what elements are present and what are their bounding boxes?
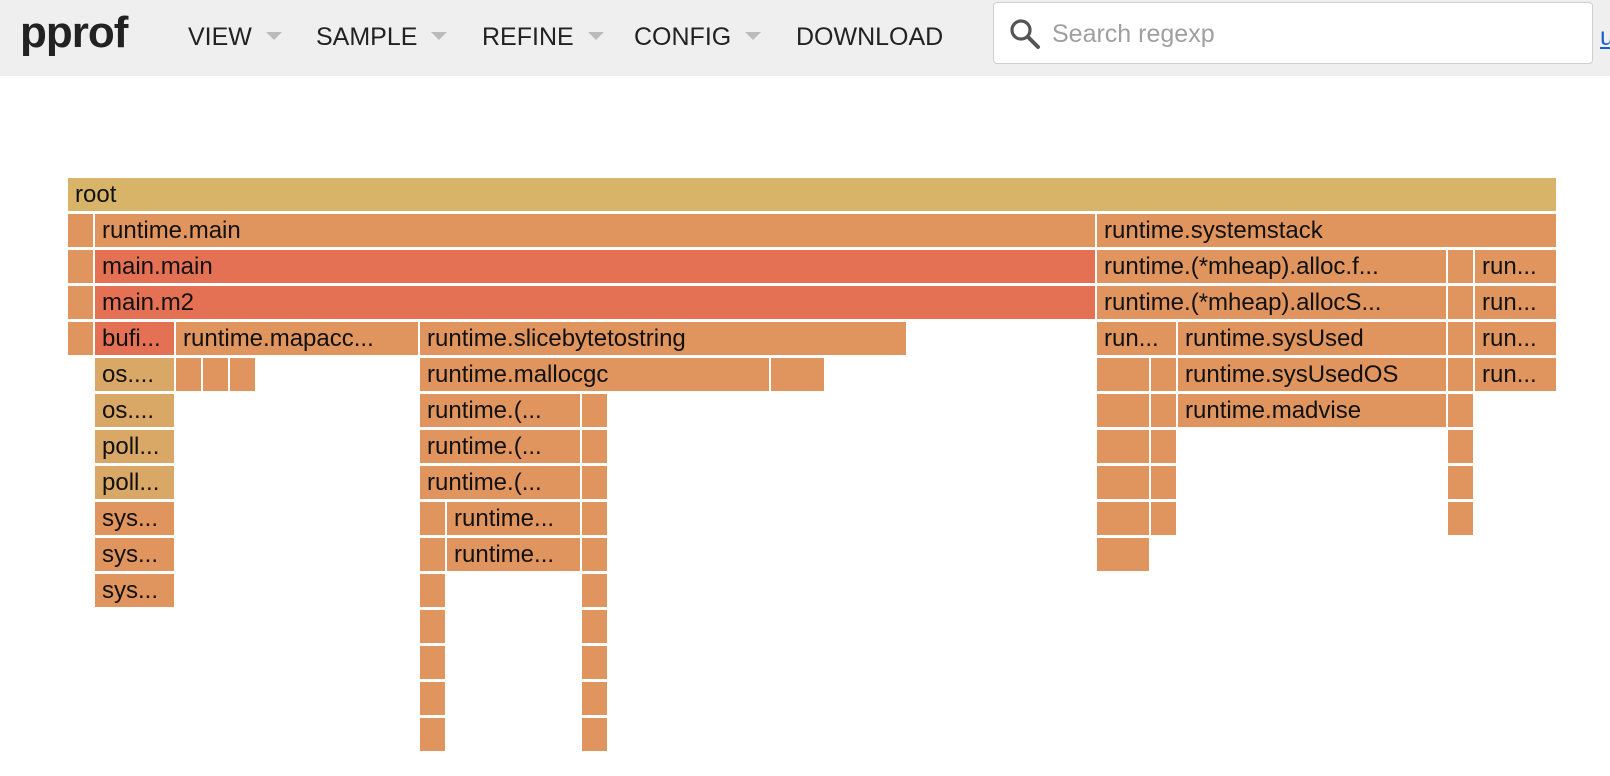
search-box[interactable] (993, 2, 1593, 64)
flame-frame[interactable]: runtime.(*mheap).allocS... (1097, 286, 1448, 321)
flame-frame[interactable]: root (68, 178, 1558, 213)
flame-frame[interactable] (1097, 358, 1151, 393)
flame-frame[interactable]: poll... (95, 430, 176, 465)
menu-sample[interactable]: SAMPLE (316, 20, 448, 54)
flame-frame[interactable]: runtime.main (95, 214, 1097, 249)
flame-frame[interactable] (68, 286, 95, 321)
flame-frame[interactable]: sys... (95, 538, 176, 573)
flame-frame[interactable] (582, 394, 609, 429)
flame-frame[interactable] (1151, 502, 1178, 537)
menu-config-label: CONFIG (634, 23, 732, 51)
flame-frame[interactable]: runtime.(*mheap).alloc.f... (1097, 250, 1448, 285)
flame-frame[interactable] (582, 502, 609, 537)
flame-frame[interactable] (582, 718, 609, 753)
menu-download[interactable]: DOWNLOAD (796, 20, 943, 54)
flame-frame[interactable] (1097, 502, 1151, 537)
flame-frame[interactable]: os.... (95, 394, 176, 429)
flame-frame[interactable] (582, 682, 609, 717)
flame-frame[interactable]: runtime.sysUsed (1178, 322, 1448, 357)
flame-frame[interactable] (420, 646, 447, 681)
flame-frame[interactable] (68, 250, 95, 285)
flame-frame[interactable] (1448, 430, 1475, 465)
menu-view[interactable]: VIEW (188, 20, 282, 54)
flame-frame[interactable] (1151, 358, 1178, 393)
flame-frame[interactable] (1448, 250, 1475, 285)
flame-frame[interactable] (68, 214, 95, 249)
flame-frame[interactable] (1448, 466, 1475, 501)
flame-frame[interactable]: run... (1475, 322, 1558, 357)
flame-frame[interactable] (420, 610, 447, 645)
corner-link[interactable]: u (1600, 23, 1610, 51)
flame-frame[interactable]: run... (1475, 358, 1558, 393)
flame-frame[interactable] (1097, 466, 1151, 501)
flame-frame[interactable] (203, 358, 230, 393)
flame-frame[interactable] (420, 574, 447, 609)
flame-frame[interactable]: sys... (95, 574, 176, 609)
flame-frame[interactable] (582, 466, 609, 501)
flame-frame[interactable]: runtime.mapacc... (176, 322, 420, 357)
flame-frame[interactable] (582, 610, 609, 645)
flame-frame[interactable] (1448, 286, 1475, 321)
flame-frame[interactable] (1448, 358, 1475, 393)
flame-frame[interactable]: run... (1475, 286, 1558, 321)
caret-down-icon (431, 32, 448, 41)
caret-down-icon (587, 32, 604, 41)
menu-sample-label: SAMPLE (316, 23, 418, 51)
flame-frame[interactable]: sys... (95, 502, 176, 537)
flame-frame[interactable] (1448, 322, 1475, 357)
flame-frame[interactable]: main.m2 (95, 286, 1097, 321)
flame-frame[interactable] (582, 574, 609, 609)
flame-frame[interactable]: runtime.sysUsedOS (1178, 358, 1448, 393)
flame-frame[interactable] (1097, 430, 1151, 465)
flame-frame[interactable]: run... (1097, 322, 1178, 357)
flame-frame[interactable] (420, 538, 447, 573)
flame-frame[interactable]: main.main (95, 250, 1097, 285)
menu-config[interactable]: CONFIG (634, 20, 762, 54)
flame-frame[interactable] (420, 718, 447, 753)
flame-frame[interactable]: runtime.mallocgc (420, 358, 771, 393)
flame-frame[interactable]: runtime.(... (420, 466, 582, 501)
menu-view-label: VIEW (188, 23, 252, 51)
caret-down-icon (265, 32, 282, 41)
flame-frame[interactable]: bufi... (95, 322, 176, 357)
flame-frame[interactable] (1448, 394, 1475, 429)
menu-refine[interactable]: REFINE (482, 20, 604, 54)
flame-frame[interactable] (1448, 502, 1475, 537)
flame-frame[interactable] (1097, 538, 1151, 573)
flame-frame[interactable]: runtime... (447, 538, 582, 573)
flame-frame[interactable] (1151, 466, 1178, 501)
flame-frame[interactable]: poll... (95, 466, 176, 501)
flame-frame[interactable] (1097, 394, 1151, 429)
flame-frame[interactable] (1151, 430, 1178, 465)
flame-frame[interactable]: runtime... (447, 502, 582, 537)
flame-frame[interactable]: runtime.(... (420, 430, 582, 465)
top-bar: pprof VIEW SAMPLE REFINE CONFIG DOWNLOAD… (0, 0, 1610, 76)
menu-refine-label: REFINE (482, 23, 574, 51)
flame-frame[interactable]: runtime.(... (420, 394, 582, 429)
flame-frame[interactable]: os.... (95, 358, 176, 393)
flame-frame[interactable]: runtime.systemstack (1097, 214, 1558, 249)
flame-frame[interactable] (68, 322, 95, 357)
flame-frame[interactable] (771, 358, 826, 393)
flame-frame[interactable]: runtime.madvise (1178, 394, 1448, 429)
pprof-logo[interactable]: pprof (20, 8, 128, 57)
menu-download-label: DOWNLOAD (796, 23, 944, 51)
flame-frame[interactable] (582, 430, 609, 465)
search-icon (1010, 19, 1040, 49)
search-input[interactable] (1050, 13, 1574, 55)
flame-frame[interactable] (420, 502, 447, 537)
flame-frame[interactable]: runtime.slicebytetostring (420, 322, 908, 357)
flame-frame[interactable] (230, 358, 257, 393)
flame-frame[interactable] (1151, 394, 1178, 429)
flame-frame[interactable] (582, 538, 609, 573)
flame-frame[interactable] (420, 682, 447, 717)
flame-frame[interactable]: run... (1475, 250, 1558, 285)
flame-frame[interactable] (582, 646, 609, 681)
flame-frame[interactable] (176, 358, 203, 393)
caret-down-icon (745, 32, 762, 41)
